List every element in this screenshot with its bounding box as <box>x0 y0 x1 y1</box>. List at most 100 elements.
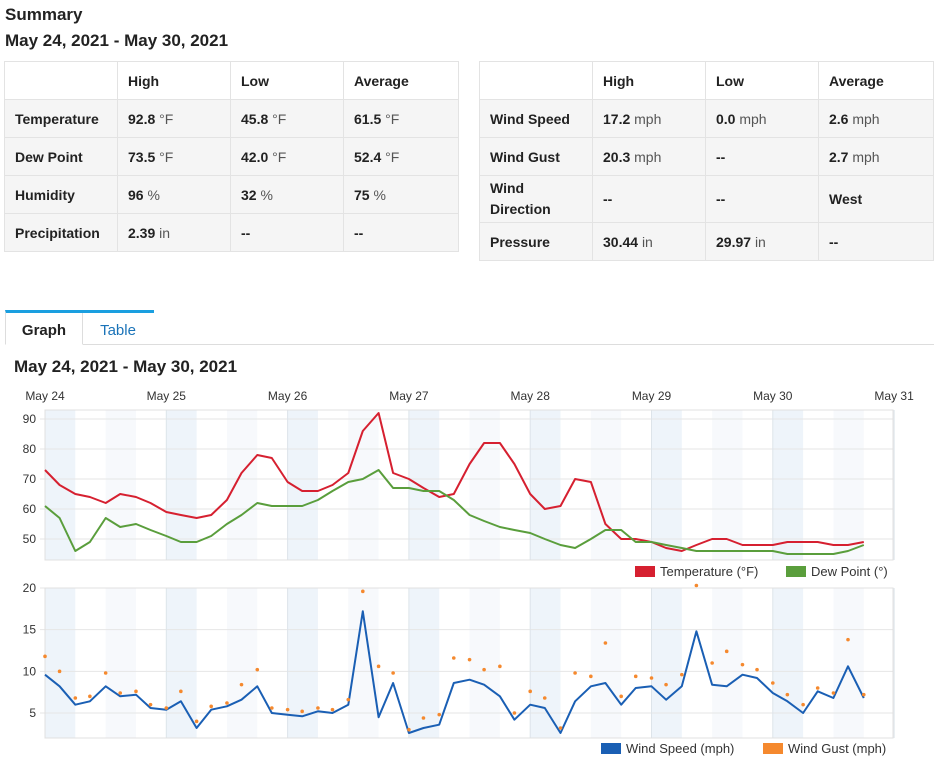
value-average: 2.7 mph <box>818 137 934 176</box>
gust-point <box>300 709 304 714</box>
table-header-empty <box>479 61 593 100</box>
band-shade <box>590 410 622 560</box>
table-header-low: Low <box>230 61 344 100</box>
value-low: 42.0 °F <box>230 137 344 176</box>
gust-point <box>391 671 395 675</box>
gust-point <box>664 682 668 687</box>
value-low: -- <box>705 175 819 223</box>
row-label: Wind Speed <box>479 99 593 138</box>
gust-point <box>542 696 547 700</box>
value-low: 29.97 in <box>705 222 819 261</box>
gust-point <box>694 583 699 588</box>
legend-label: Dew Point (°) <box>811 564 888 579</box>
table-row: Wind Gust 20.3 mph -- 2.7 mph <box>479 137 934 176</box>
value-low: 45.8 °F <box>230 99 344 138</box>
summary-title: Summary <box>5 5 83 24</box>
table-header-row: High Low Average <box>4 61 459 100</box>
gust-point <box>801 702 805 707</box>
y-tick-label: 70 <box>23 472 37 486</box>
legend-swatch <box>763 743 783 754</box>
value-average: 75 % <box>343 175 459 214</box>
value-average: -- <box>818 222 934 261</box>
row-label: Precipitation <box>4 213 118 252</box>
gust-point <box>482 667 486 672</box>
gust-point <box>498 664 502 669</box>
y-tick-label: 90 <box>23 412 37 426</box>
x-tick-label: May 24 <box>25 389 65 403</box>
y-tick-label: 80 <box>23 442 37 456</box>
gust-point <box>194 719 199 724</box>
tab-table[interactable]: Table <box>82 310 154 344</box>
gust-point <box>134 689 138 694</box>
table-header-high: High <box>592 61 706 100</box>
gust-point <box>558 726 563 730</box>
value-high: 92.8 °F <box>117 99 231 138</box>
gust-point <box>619 694 623 699</box>
gust-point <box>43 654 47 659</box>
summary-table-wind-pressure: High Low Average Wind Speed 17.2 mph 0.0… <box>479 61 934 261</box>
gust-point <box>710 661 714 665</box>
gust-point <box>316 706 320 710</box>
gust-point <box>740 662 745 667</box>
y-tick-label: 20 <box>23 581 37 595</box>
row-label: Humidity <box>4 175 118 214</box>
gust-point <box>209 704 213 709</box>
x-tick-label: May 30 <box>753 389 793 403</box>
y-tick-label: 15 <box>23 623 37 637</box>
gust-point <box>724 649 729 654</box>
gust-point <box>225 701 229 705</box>
gust-point <box>528 689 532 694</box>
gust-point <box>239 682 244 687</box>
gust-point <box>755 667 759 672</box>
band-shade <box>469 588 500 738</box>
gust-point <box>603 641 608 645</box>
band-shade <box>408 410 440 560</box>
legend-swatch <box>601 743 621 754</box>
gust-point <box>255 667 260 672</box>
gust-point <box>680 672 684 677</box>
gust-point <box>451 656 456 660</box>
y-tick-label: 60 <box>23 502 37 516</box>
band-shade <box>651 410 682 560</box>
legend-label: Wind Gust (mph) <box>788 741 886 756</box>
plot-frame <box>44 409 894 561</box>
gust-point <box>103 671 108 675</box>
x-tick-label: May 31 <box>874 389 914 403</box>
band-shade <box>45 588 76 738</box>
row-label: Dew Point <box>4 137 118 176</box>
x-tick-label: May 25 <box>147 389 187 403</box>
band-shade <box>712 410 743 560</box>
legend-swatch <box>786 566 806 577</box>
value-high: 96 % <box>117 175 231 214</box>
gust-point <box>771 681 775 685</box>
band-shade <box>105 410 136 560</box>
gust-point <box>421 716 426 720</box>
value-average: 52.4 °F <box>343 137 459 176</box>
band-shade <box>772 588 804 738</box>
tab-graph[interactable]: Graph <box>5 310 83 345</box>
summary-table-weather: High Low Average Temperature 92.8 °F 45.… <box>4 61 459 252</box>
table-header-average: Average <box>343 61 459 100</box>
series-line-temperature <box>44 412 864 552</box>
x-tick-label: May 29 <box>632 389 672 403</box>
y-tick-label: 5 <box>29 706 36 720</box>
band-shade <box>530 410 561 560</box>
gust-point <box>846 637 850 642</box>
y-tick-label: 10 <box>23 664 37 678</box>
table-row: Wind Speed 17.2 mph 0.0 mph 2.6 mph <box>479 99 934 138</box>
value-high: 17.2 mph <box>592 99 706 138</box>
table-row: Humidity 96 % 32 % 75 % <box>4 175 459 214</box>
table-row: Pressure 30.44 in 29.97 in -- <box>479 222 934 261</box>
table-header-empty <box>4 61 118 100</box>
gust-point <box>361 589 365 594</box>
value-high: 30.44 in <box>592 222 706 261</box>
table-row: Dew Point 73.5 °F 42.0 °F 52.4 °F <box>4 137 459 176</box>
row-label: Wind Direction <box>479 175 593 223</box>
gust-point <box>407 727 411 732</box>
band-shade <box>590 588 622 738</box>
row-label: Wind Gust <box>479 137 593 176</box>
x-tick-label: May 27 <box>389 389 429 403</box>
band-shade <box>226 588 258 738</box>
row-label: Pressure <box>479 222 593 261</box>
legend-label: Wind Speed (mph) <box>626 741 734 756</box>
